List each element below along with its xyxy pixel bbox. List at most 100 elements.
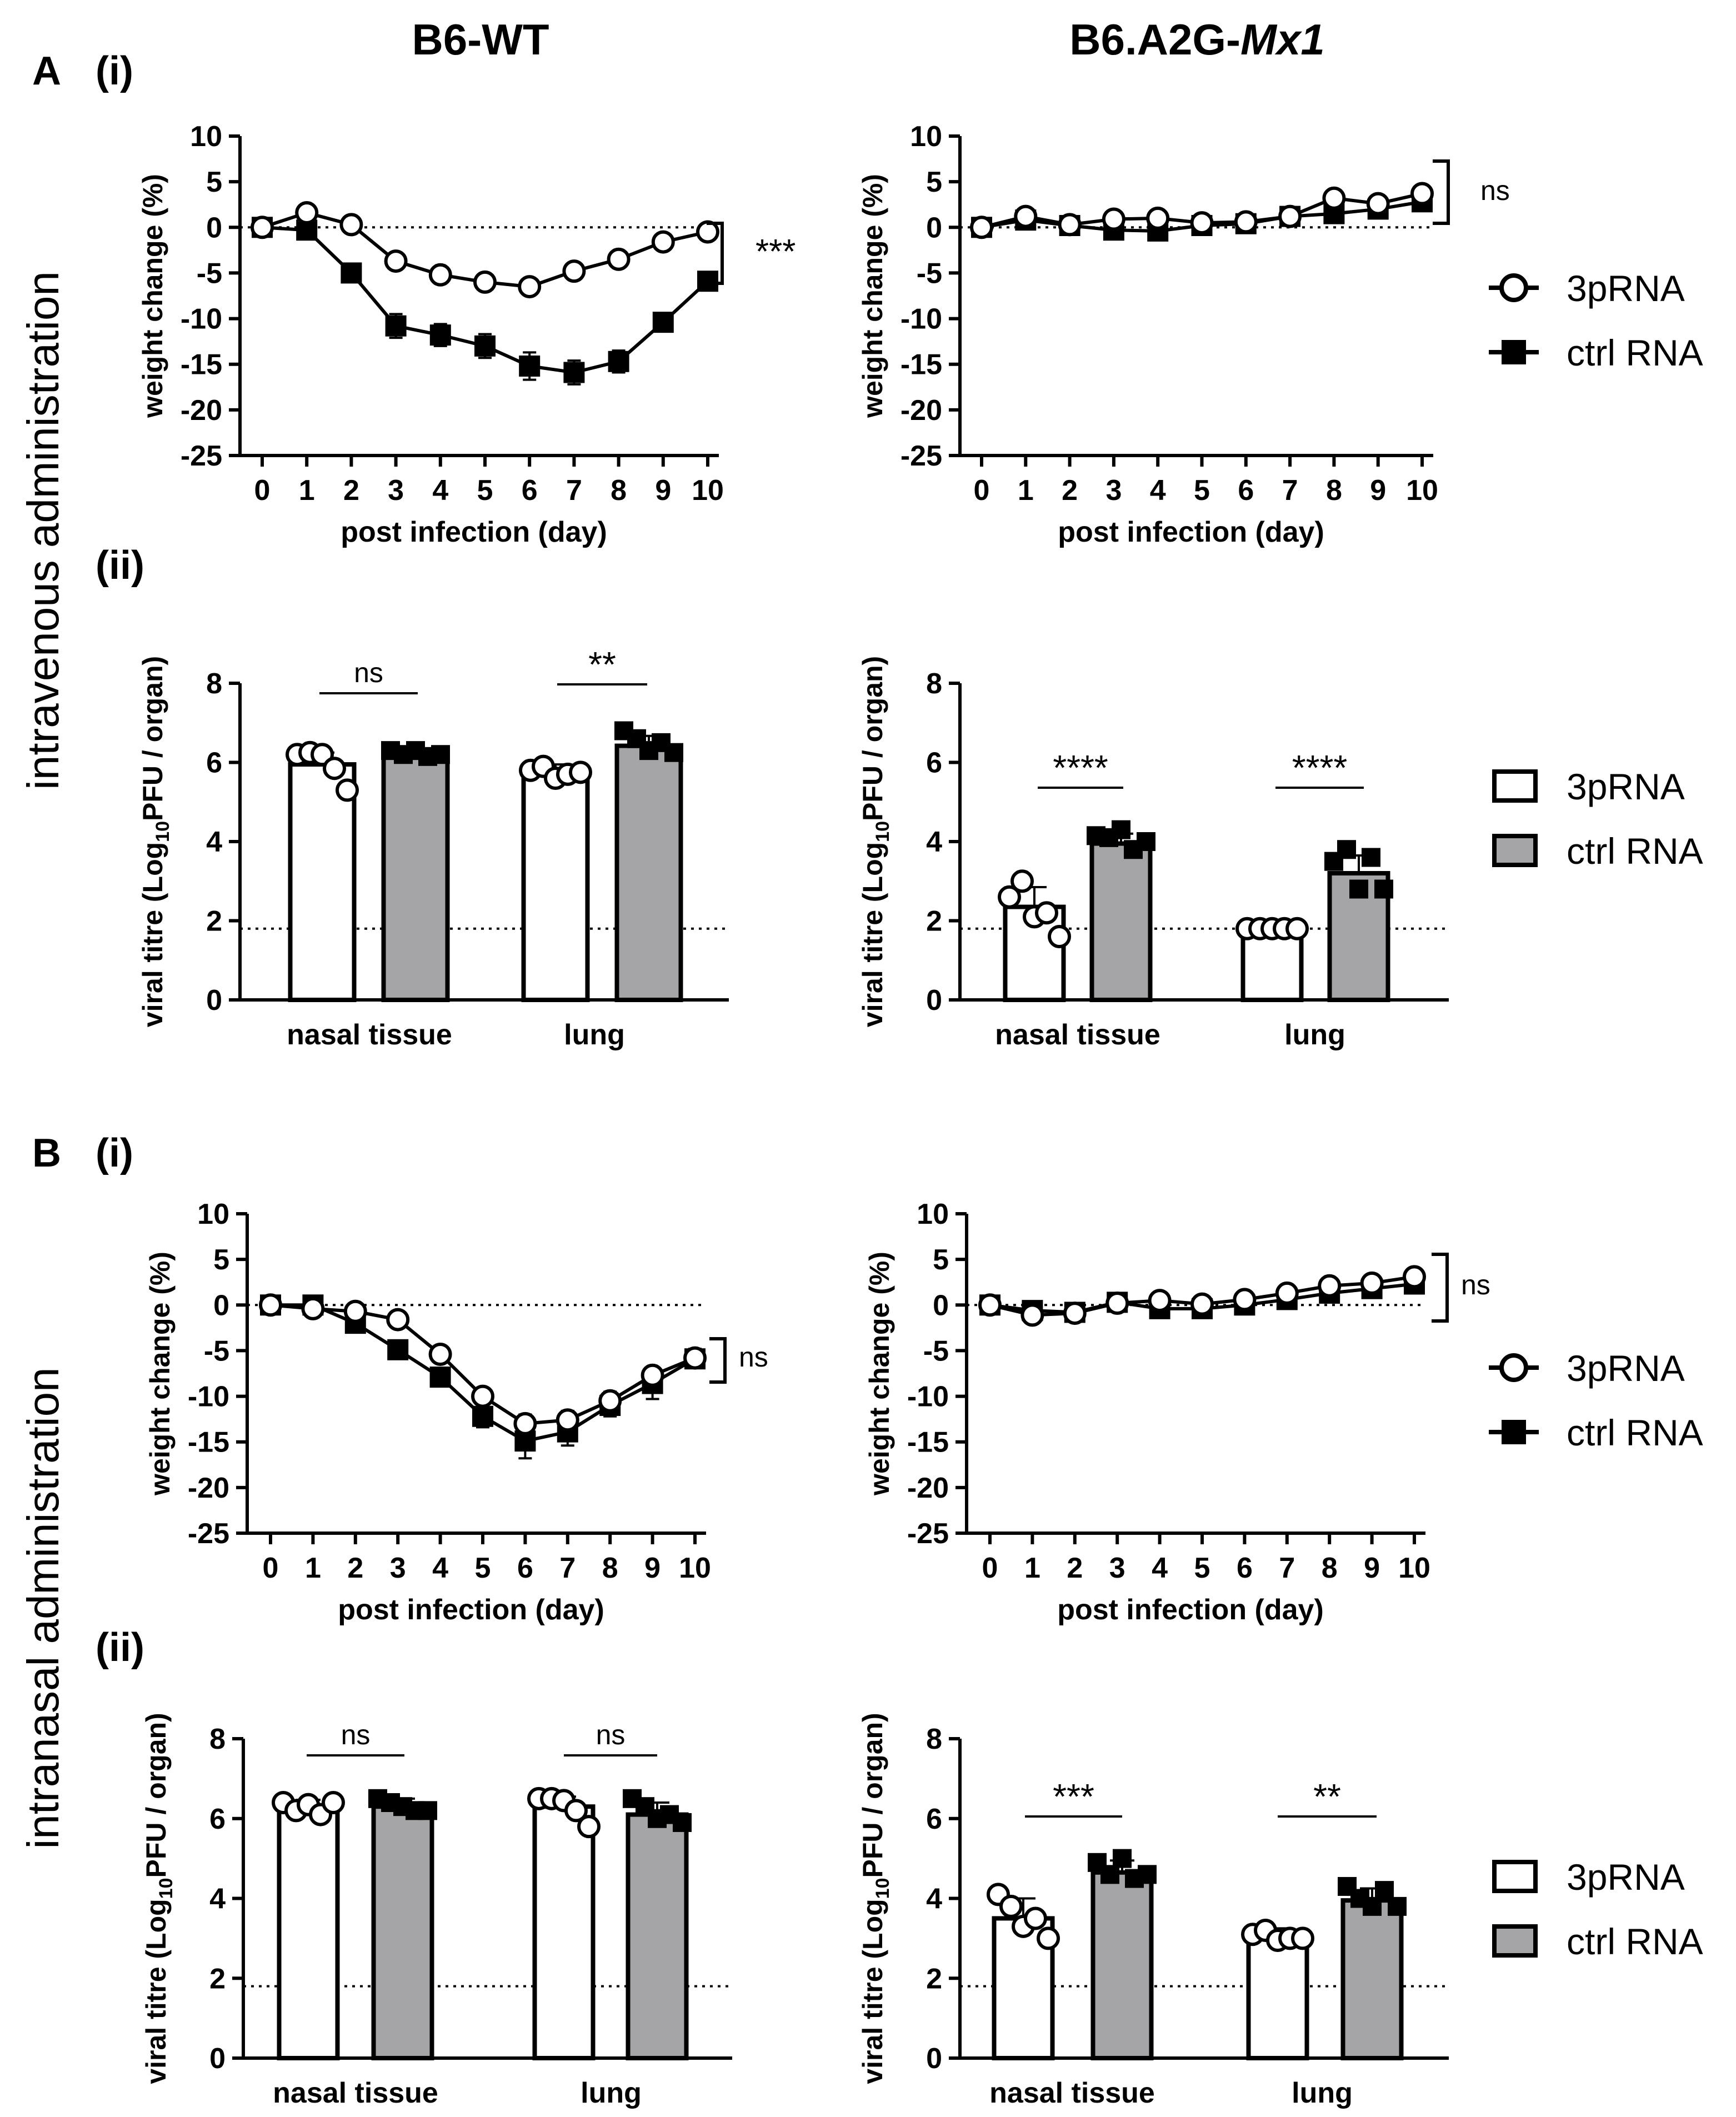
legend-marker-ctrl <box>1502 340 1526 364</box>
y-axis-label-part: PFU / organ) <box>857 1713 888 1878</box>
y-axis-label-part: viral titre (Log <box>857 842 888 1027</box>
data-point-ctrl-rna <box>474 335 496 357</box>
legend-label-ctrl: ctrl RNA <box>1567 1921 1703 1962</box>
y-tick-label: -15 <box>188 1427 229 1459</box>
significance-label: ** <box>588 644 616 684</box>
y-axis-label: viral titre (Log10PFU / organ) <box>137 656 173 1027</box>
chart-a-ii-wt: 0 2 4 6 8 viral titre (Log10PFU / organ) nasal… <box>137 644 729 1051</box>
x-tick-label: 1 <box>299 474 315 507</box>
y-tick-label: -20 <box>907 1472 949 1504</box>
bar-group-ctrl-rna <box>1087 820 1155 1002</box>
replicate-point-ctrl-rna <box>431 745 450 764</box>
data-point-3prna <box>1105 1292 1129 1315</box>
x-tick-label: 7 <box>1282 474 1298 507</box>
data-point-3prna <box>1148 1289 1172 1313</box>
y-axis-label: viral titre (Log10PFU / organ) <box>141 1713 177 2084</box>
x-category-label: nasal tissue <box>273 2077 438 2109</box>
chart-b-ii-wt: 0 2 4 6 8 viral titre (Log10PFU / organ) nasal… <box>141 1713 732 2109</box>
bar-group-ctrl-rna <box>623 1789 692 2060</box>
significance-label: *** <box>1053 1776 1094 1816</box>
data-point-ctrl-rna <box>429 324 451 346</box>
replicate-point-3prna <box>1035 901 1058 925</box>
bar-ctrl-rna <box>1340 1898 1404 2060</box>
bar-ctrl-rna <box>614 743 683 1002</box>
y-tick-label: 0 <box>926 2043 942 2075</box>
replicate-point-ctrl-rna <box>1363 1896 1382 1916</box>
x-tick-label: 1 <box>1024 1552 1040 1584</box>
significance-bracket: ns <box>709 1337 768 1384</box>
data-point-3prna <box>386 1308 410 1332</box>
bracket-line <box>709 1337 727 1384</box>
data-point-ctrl-rna <box>652 312 674 333</box>
x-tick-label: 10 <box>679 1552 711 1584</box>
y-axis-label-part: viral titre (Log <box>141 1899 172 2084</box>
bar-group-3prna <box>998 869 1071 1002</box>
bar-group-ctrl-rna <box>614 721 683 1002</box>
x-tick-label: 0 <box>982 1552 998 1584</box>
data-point-ctrl-rna <box>472 1405 493 1427</box>
y-tick-label: 6 <box>206 747 222 779</box>
data-point-3prna <box>562 259 586 283</box>
data-point-3prna <box>259 1293 282 1317</box>
column-header-mx1-prefix: B6.A2G- <box>1069 15 1240 64</box>
bar-group-3prna <box>527 1786 601 2060</box>
data-point-3prna <box>343 1299 367 1323</box>
replicate-point-ctrl-rna <box>1337 840 1356 859</box>
data-point-3prna <box>1360 1271 1384 1295</box>
x-tick-label: 2 <box>1067 1552 1083 1584</box>
x-tick-label: 2 <box>1062 474 1078 507</box>
replicate-point-3prna <box>1048 925 1071 948</box>
y-axis-label-part: viral titre (Log <box>137 842 168 1027</box>
legend-marker-3prna <box>1499 1353 1528 1382</box>
bracket-line <box>1433 159 1450 225</box>
y-tick-label: 0 <box>209 2043 226 2075</box>
legend-titre-a: 3pRNA ctrl RNA <box>1492 766 1703 872</box>
x-tick-label: 9 <box>644 1552 661 1584</box>
replicate-point-ctrl-rna <box>1112 820 1130 839</box>
subpanel-label-a-i: (i) <box>96 49 133 93</box>
series-3prna <box>259 1293 707 1435</box>
bar-group-ctrl-rna <box>1338 1876 1407 2060</box>
data-point-3prna <box>1366 192 1390 216</box>
replicate-point-ctrl-rna <box>1349 879 1368 899</box>
y-tick-label: 5 <box>933 1244 949 1276</box>
bar-3prna <box>1246 1934 1309 2060</box>
y-tick-label: 0 <box>206 984 222 1017</box>
legend-weight-a: 3pRNA ctrl RNA <box>1489 268 1703 373</box>
y-tick-label: 10 <box>197 1198 229 1230</box>
data-point-ctrl-rna <box>697 271 718 292</box>
legend-label-3prna: 3pRNA <box>1567 766 1685 807</box>
data-point-ctrl-rna <box>385 315 407 337</box>
replicate-point-3prna <box>323 757 346 780</box>
bar-ctrl-rna <box>1090 1870 1154 2060</box>
data-point-ctrl-rna <box>563 362 585 383</box>
y-tick-label: 8 <box>926 1723 942 1755</box>
x-tick-label: 3 <box>1105 474 1122 507</box>
y-tick-label: 4 <box>926 1883 942 1915</box>
y-tick-label: -10 <box>188 1381 229 1413</box>
data-point-3prna <box>1102 207 1125 231</box>
replicate-point-3prna <box>336 778 359 802</box>
significance-annotation: ** <box>557 644 647 685</box>
y-tick-label: 6 <box>926 1803 942 1835</box>
y-tick-label: 4 <box>209 1883 226 1915</box>
replicate-point-3prna <box>999 1894 1023 1918</box>
replicate-point-3prna <box>1024 1906 1047 1930</box>
x-axis-label: post infection (day) <box>1057 1594 1324 1626</box>
bar-group-ctrl-rna <box>1088 1849 1157 2060</box>
data-point-3prna <box>978 1293 1002 1317</box>
data-point-3prna <box>1403 1265 1426 1289</box>
y-tick-label: -25 <box>900 440 942 472</box>
x-axis-label: post infection (day) <box>1058 516 1324 548</box>
data-point-3prna <box>473 270 497 294</box>
y-tick-label: -20 <box>181 394 222 427</box>
x-tick-label: 8 <box>602 1552 618 1584</box>
row-label-intravenous: intravenous administration <box>18 271 68 790</box>
data-point-3prna <box>1322 186 1346 210</box>
column-header-mx1-gene: Mx1 <box>1240 15 1325 64</box>
subpanel-label-a-ii: (ii) <box>96 543 144 588</box>
y-tick-label: -15 <box>907 1427 949 1459</box>
data-point-3prna <box>428 1343 452 1366</box>
data-point-3prna <box>1058 213 1082 237</box>
